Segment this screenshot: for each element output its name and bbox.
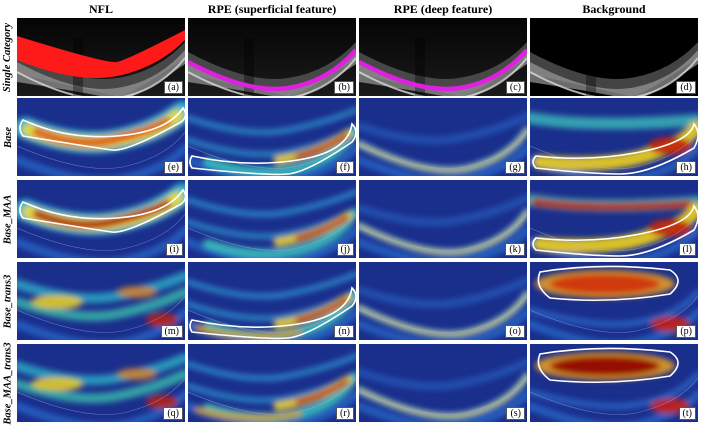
heatmap-panel: (p) xyxy=(530,262,698,340)
heatmap-panel: (f) xyxy=(188,98,356,176)
attention-heatmap xyxy=(530,98,698,176)
heatmap-panel: (h) xyxy=(530,98,698,176)
attention-heatmap xyxy=(188,98,356,176)
attention-heatmap xyxy=(359,344,527,422)
heatmap-panel: (j) xyxy=(188,180,356,258)
attention-heatmap xyxy=(359,262,527,340)
heatmap-panel: (m) xyxy=(17,262,185,340)
heatmap-panel: (q) xyxy=(17,344,185,422)
panel-tag: (c) xyxy=(505,81,525,94)
panel-tag: (d) xyxy=(676,81,696,94)
heatmap-panel: (s) xyxy=(359,344,527,422)
attention-heatmap xyxy=(530,344,698,422)
panel-tag: (k) xyxy=(505,243,525,256)
panel-tag: (b) xyxy=(334,81,354,94)
panel-tag: (j) xyxy=(336,243,354,256)
heatmap-panel: (l) xyxy=(530,180,698,258)
row-label-text: Base xyxy=(2,126,14,148)
panel-tag: (h) xyxy=(676,161,696,174)
oct-image-panel: (c) xyxy=(359,18,527,96)
column-header: RPE (deep feature) xyxy=(393,2,493,16)
row-label: Base_trans3 xyxy=(0,262,16,340)
attention-heatmap xyxy=(530,262,698,340)
attention-heatmap xyxy=(530,180,698,258)
column-header: RPE (superficial feature) xyxy=(207,2,337,16)
row-label: Base xyxy=(0,98,16,176)
attention-heatmap xyxy=(17,98,185,176)
attention-heatmap xyxy=(17,180,185,258)
column-header: NFL xyxy=(89,2,113,16)
heatmap-panel: (t) xyxy=(530,344,698,422)
row-label: Base_MAA xyxy=(0,180,16,258)
oct-image-panel: (d) xyxy=(530,18,698,96)
attention-heatmap xyxy=(17,344,185,422)
oct-scan-image xyxy=(530,18,698,96)
heatmap-panel: (k) xyxy=(359,180,527,258)
oct-scan-image xyxy=(359,18,527,96)
heatmap-panel: (g) xyxy=(359,98,527,176)
attention-heatmap xyxy=(188,180,356,258)
panel-tag: (g) xyxy=(505,161,525,174)
panel-tag: (q) xyxy=(163,407,183,420)
oct-image-panel: (a) xyxy=(17,18,185,96)
attention-heatmap xyxy=(359,98,527,176)
row-label: Single Category xyxy=(0,18,16,96)
panel-tag: (o) xyxy=(505,325,525,338)
oct-scan-image xyxy=(188,18,356,96)
heatmap-panel: (r) xyxy=(188,344,356,422)
panel-tag: (s) xyxy=(506,407,525,420)
panel-tag: (a) xyxy=(163,81,183,94)
row-label-text: Base_MAA xyxy=(2,194,14,244)
attention-heatmap xyxy=(188,344,356,422)
attention-heatmap xyxy=(17,262,185,340)
panel-tag: (i) xyxy=(165,243,183,256)
panel-tag: (t) xyxy=(678,407,696,420)
column-header: Background xyxy=(582,2,646,16)
heatmap-panel: (n) xyxy=(188,262,356,340)
row-label-text: Single Category xyxy=(2,22,14,92)
heatmap-panel: (e) xyxy=(17,98,185,176)
panel-tag: (e) xyxy=(163,161,183,174)
oct-image-panel: (b) xyxy=(188,18,356,96)
oct-scan-image xyxy=(17,18,185,96)
heatmap-panel: (o) xyxy=(359,262,527,340)
attention-heatmap xyxy=(359,180,527,258)
row-label: Base_MAA_trans3 xyxy=(0,341,16,425)
panel-tag: (f) xyxy=(336,161,354,174)
panel-tag: (l) xyxy=(678,243,696,256)
attention-heatmap xyxy=(188,262,356,340)
panel-tag: (p) xyxy=(676,325,696,338)
heatmap-panel: (i) xyxy=(17,180,185,258)
panel-tag: (n) xyxy=(334,325,354,338)
row-label-text: Base_MAA_trans3 xyxy=(2,341,14,425)
row-label-text: Base_trans3 xyxy=(2,274,14,328)
panel-tag: (r) xyxy=(336,407,354,420)
panel-tag: (m) xyxy=(160,325,183,338)
